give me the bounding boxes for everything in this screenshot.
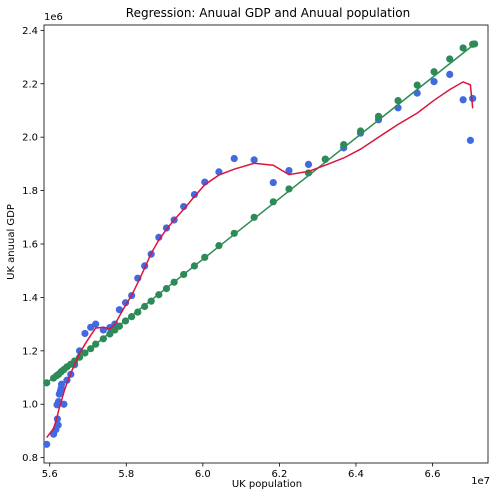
fitted-data-point	[459, 44, 467, 52]
actual-data-point	[81, 329, 89, 338]
x-tick-label: 6.2	[271, 469, 287, 480]
plot-area: 5.6 5.8 6.0 6.2 6.4 6.6 0.8 1.0 1.2 1.4 1.6 1.8 2.0 2…	[22, 24, 489, 480]
actual-data-point	[250, 156, 258, 164]
actual-data-point	[60, 400, 68, 408]
x-tick-label: 6.4	[348, 469, 364, 480]
actual-data-point	[190, 190, 199, 199]
y-offset-text: 1e6	[44, 12, 63, 23]
actual-data-point	[304, 160, 313, 169]
y-tick-label: 0.8	[22, 453, 38, 464]
fitted-data-point	[413, 81, 421, 89]
actual-data-point	[459, 96, 467, 104]
y-tick-label: 1.6	[22, 240, 38, 251]
y-tick-label: 1.4	[22, 293, 38, 304]
axes-frame	[43, 24, 489, 464]
nonlinear-regression-line	[46, 81, 474, 439]
actual-data-point	[466, 136, 474, 144]
y-tick-label: 2.4	[22, 26, 38, 37]
fitted-data-point	[446, 55, 454, 63]
y-axis-label: UK anuual GDP	[6, 204, 17, 280]
y-tick-label: 1.0	[22, 400, 38, 411]
actual-data-point	[230, 154, 238, 163]
fitted-data-point	[430, 68, 438, 76]
actual-data-point	[58, 380, 66, 388]
actual-data-point	[180, 203, 188, 211]
actual-data-point	[446, 70, 454, 79]
y-tick-label: 2.0	[22, 133, 38, 144]
x-tick-label: 6.6	[425, 469, 441, 480]
fitted-data-point	[269, 198, 277, 206]
x-tick-label: 6.0	[195, 469, 211, 480]
x-tick-label: 5.8	[118, 469, 134, 480]
x-offset-text: 1e7	[471, 476, 490, 487]
fitted-data-point	[285, 185, 293, 193]
x-axis-label: UK population	[232, 479, 302, 490]
x-tick-label: 5.6	[42, 469, 58, 480]
y-tick-label: 1.8	[22, 186, 38, 197]
linear-regression-line	[46, 43, 476, 384]
actual-data-point	[121, 299, 130, 307]
actual-data-point	[54, 421, 62, 429]
actual-data-point	[430, 78, 438, 86]
fitted-data-point	[134, 308, 142, 316]
actual-data-point	[155, 233, 163, 241]
chart-title: Regression: Anuual GDP and Anuual popula…	[126, 6, 410, 20]
actual-data-point	[43, 440, 51, 448]
actual-data-point	[269, 178, 277, 187]
y-tick-label: 2.2	[22, 79, 38, 90]
actual-data-point	[92, 320, 100, 328]
y-tick-label: 1.2	[22, 346, 38, 357]
actual-data-point	[285, 166, 293, 175]
